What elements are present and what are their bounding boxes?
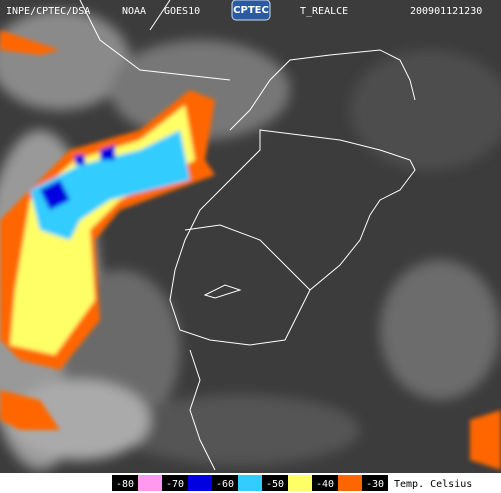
header-agency: NOAA bbox=[122, 6, 146, 17]
legend-swatch bbox=[288, 475, 312, 491]
clouds bbox=[0, 10, 501, 470]
legend-swatch bbox=[238, 475, 262, 491]
legend-label-box bbox=[262, 475, 288, 491]
header-product: T_REALCE bbox=[300, 6, 348, 17]
legend-label: -70 bbox=[166, 479, 184, 490]
legend-label: -30 bbox=[366, 479, 384, 490]
legend-swatch bbox=[138, 475, 162, 491]
legend-label: -60 bbox=[216, 479, 234, 490]
legend-label-box bbox=[162, 475, 188, 491]
legend-label: -50 bbox=[266, 479, 284, 490]
legend-label-box bbox=[362, 475, 388, 491]
logo-box bbox=[231, 0, 271, 21]
legend-swatch bbox=[188, 475, 212, 491]
borders bbox=[79, 0, 416, 471]
legend-label-box bbox=[212, 475, 238, 491]
cold-tops bbox=[0, 30, 501, 470]
legend-label-box bbox=[312, 475, 338, 491]
legend-unit: Temp. Celsius bbox=[394, 479, 472, 490]
legend-label: -40 bbox=[316, 479, 334, 490]
legend-label: -80 bbox=[116, 479, 134, 490]
header-timestamp: 200901121230 bbox=[410, 6, 482, 17]
logo: CPTEC bbox=[233, 5, 269, 16]
header-source: INPE/CPTEC/DSA bbox=[6, 6, 90, 17]
header-satellite: GOES10 bbox=[164, 6, 200, 17]
legend-label-box bbox=[112, 475, 138, 491]
legend: -80 -70 -60 -50 -40 -30 Temp. Celsius bbox=[112, 475, 472, 491]
legend-swatch bbox=[338, 475, 362, 491]
